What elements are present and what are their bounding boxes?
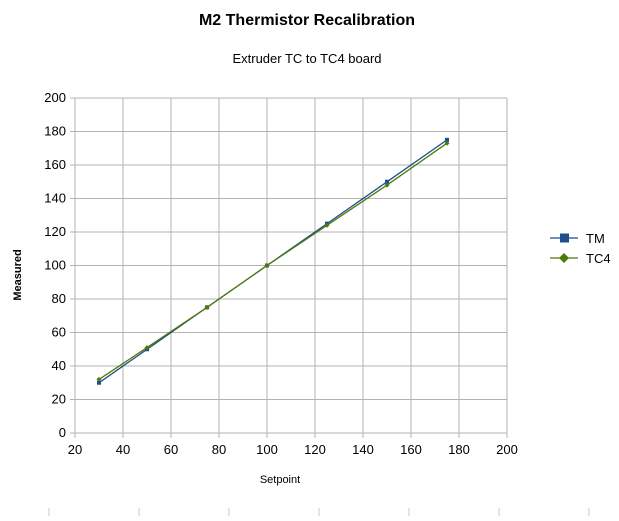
data-point-tc4 [444, 140, 450, 146]
y-tick-label: 100 [44, 258, 66, 273]
data-point-tc4 [204, 304, 210, 310]
y-tick-label: 80 [52, 291, 66, 306]
data-point-tm [445, 137, 449, 142]
x-tick-label: 100 [256, 442, 278, 457]
data-point-tc4 [264, 263, 270, 268]
x-tick-label: 140 [352, 442, 374, 457]
y-tick-label: 200 [44, 90, 66, 105]
y-tick-label: 180 [44, 124, 66, 139]
x-tick-label: 40 [116, 442, 130, 457]
x-tick-label: 200 [496, 442, 518, 457]
y-tick-label: 120 [44, 224, 66, 239]
data-point-tc4 [144, 345, 150, 351]
chart-subtitle: Extruder TC to TC4 board [232, 51, 381, 66]
legend-label-tc4: TC4 [586, 251, 611, 266]
x-axis-label: Setpoint [260, 474, 300, 486]
y-tick-label: 0 [59, 425, 66, 440]
x-tick-label: 20 [68, 442, 82, 457]
legend: TM TC4 [550, 231, 611, 266]
legend-marker-tm [560, 233, 569, 243]
chart-title: M2 Thermistor Recalibration [199, 12, 415, 29]
x-tick-label: 120 [304, 442, 326, 457]
data-point-tc4 [96, 376, 102, 382]
y-tick-label: 140 [44, 191, 66, 206]
x-tick-label: 180 [448, 442, 470, 457]
x-tick-label: 60 [164, 442, 178, 457]
legend-label-tm: TM [586, 231, 605, 246]
data-point-tc4 [384, 182, 390, 188]
data-point-tm [385, 179, 389, 184]
y-axis-label: Measured [12, 249, 24, 300]
y-tick-label: 60 [52, 325, 66, 340]
x-tick-label: 80 [212, 442, 226, 457]
y-tick-label: 160 [44, 157, 66, 172]
y-tick-label: 40 [52, 358, 66, 373]
y-tick-label: 20 [52, 392, 66, 407]
page-bottom-marks [48, 508, 590, 516]
legend-marker-tc4 [559, 253, 569, 263]
grid-lines [74, 97, 508, 434]
data-point-tc4 [324, 222, 330, 228]
series-layer [96, 137, 450, 385]
data-point-tm [97, 380, 101, 385]
x-tick-label: 160 [400, 442, 422, 457]
